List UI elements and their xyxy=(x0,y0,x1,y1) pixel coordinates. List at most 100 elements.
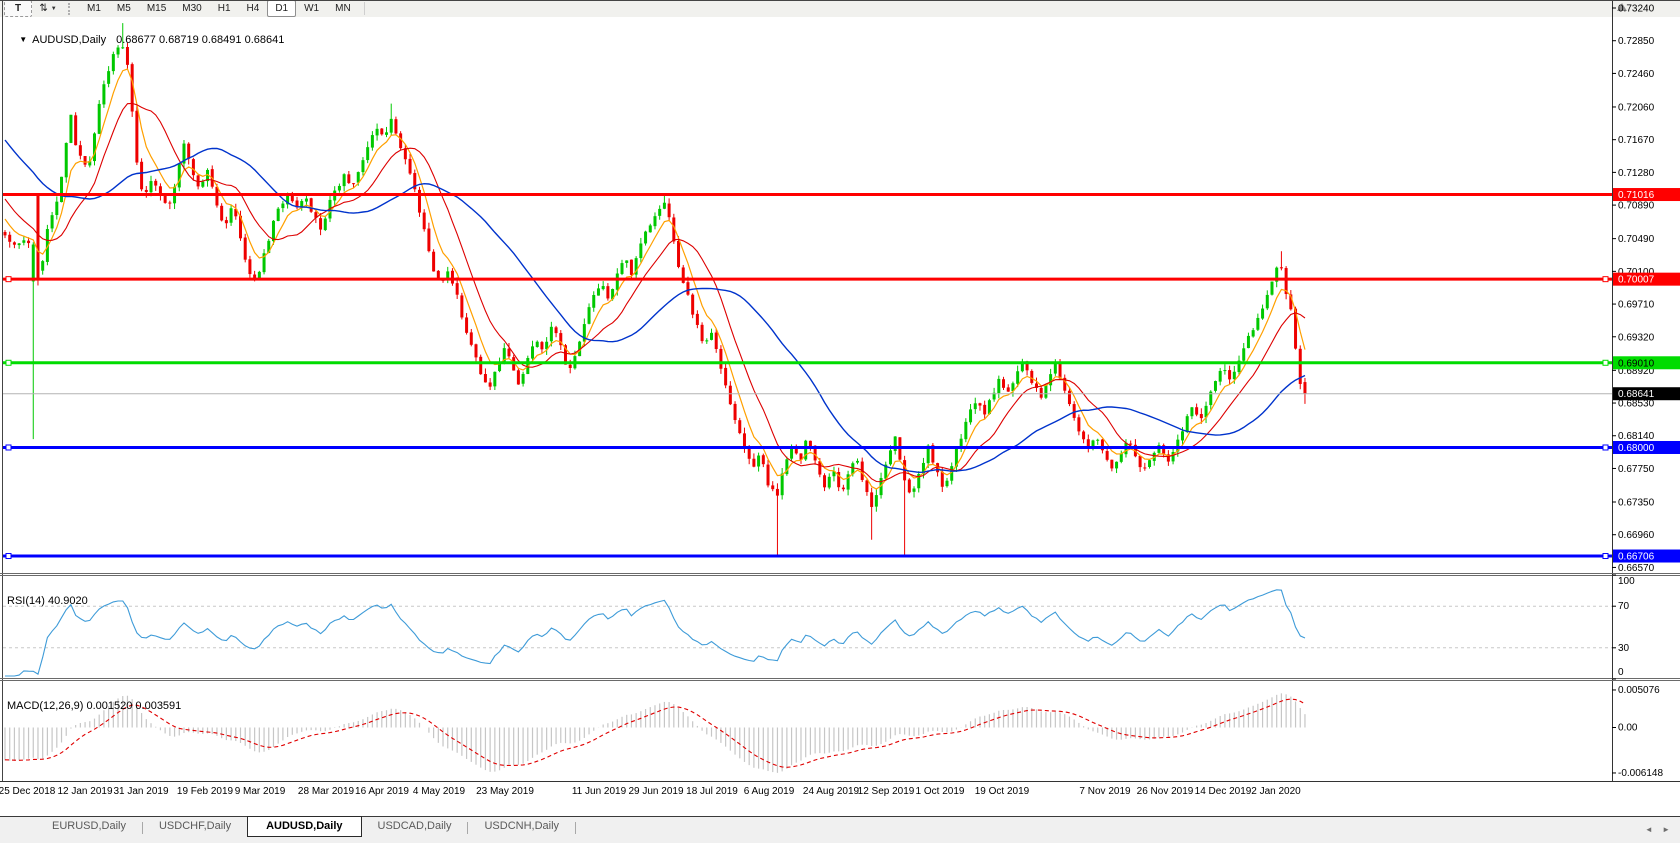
candle-body xyxy=(389,118,393,133)
tf-button-m30[interactable]: M30 xyxy=(182,3,202,14)
rsi-tick-label: 70 xyxy=(1618,601,1630,612)
tf-button-w1[interactable]: W1 xyxy=(304,3,320,14)
candle-body xyxy=(479,356,483,375)
rsi-tick-label: 100 xyxy=(1618,576,1635,587)
candle-body xyxy=(893,436,897,451)
date-label: 28 Mar 2019 xyxy=(298,786,355,797)
candle-body xyxy=(601,286,605,290)
candle-body xyxy=(615,273,619,290)
candle-body xyxy=(733,403,737,421)
candle-body xyxy=(97,103,101,134)
candle-body xyxy=(841,487,845,490)
candle-body xyxy=(592,295,596,308)
tab-audusd[interactable]: AUDUSD,Daily xyxy=(247,816,362,837)
candle-body xyxy=(502,348,506,364)
candle-body xyxy=(578,341,582,357)
hline-handle[interactable] xyxy=(5,444,12,451)
hline-price-tag-label: 0.71016 xyxy=(1618,190,1655,201)
date-label: 23 May 2019 xyxy=(476,786,534,797)
hline-handle[interactable] xyxy=(1602,444,1609,451)
candle-body xyxy=(286,193,290,205)
candle-body xyxy=(281,203,285,209)
candle-body xyxy=(1251,330,1255,337)
tab-eurusd[interactable]: EURUSD,Daily xyxy=(52,820,126,832)
hline-handle[interactable] xyxy=(1602,359,1609,366)
tf-button-m1[interactable]: M1 xyxy=(87,3,101,14)
macd-label: MACD(12,26,9) 0.001520 0.003591 xyxy=(7,700,182,712)
candle-body xyxy=(60,176,64,203)
candle-body xyxy=(705,340,709,342)
candle-body xyxy=(36,194,40,280)
cursor-arrows-icon: ⇅ xyxy=(39,3,48,14)
candle-body xyxy=(116,47,120,55)
hline-price-tag xyxy=(1613,549,1680,563)
symbol-collapse-icon[interactable]: ▼ xyxy=(19,35,28,44)
candle-body xyxy=(1204,405,1208,418)
candle-body xyxy=(559,333,563,346)
tf-button-h4[interactable]: H4 xyxy=(246,3,260,14)
hline-handle[interactable] xyxy=(1602,553,1609,560)
candle-body xyxy=(304,198,308,202)
candle-body xyxy=(728,385,732,405)
candle-body xyxy=(450,270,454,284)
candle-body xyxy=(1119,453,1123,462)
toolbar: T ⇅ ▼ M1 M5 M15 M30 H1 H4 D1 W1 MN xyxy=(0,0,1680,17)
candle-body xyxy=(243,237,247,260)
hline-price-tag xyxy=(1613,188,1680,202)
date-label: 16 Apr 2019 xyxy=(355,786,409,797)
candle-body xyxy=(493,371,497,387)
tab-scroll-right-icon[interactable]: ► xyxy=(1662,825,1670,834)
candle-body xyxy=(997,378,1001,394)
candle-body xyxy=(1270,281,1274,295)
rsi-line xyxy=(5,589,1306,677)
candle-body xyxy=(832,471,836,477)
candle-body xyxy=(1096,439,1100,441)
candle-body xyxy=(629,259,633,275)
timeframe-toolbar: M1 M5 M15 M30 H1 H4 D1 W1 MN xyxy=(79,0,359,17)
candle-body xyxy=(695,313,699,325)
candle-body xyxy=(154,180,158,186)
hline-handle[interactable] xyxy=(5,553,12,560)
candle-body xyxy=(253,274,257,280)
date-axis: 25 Dec 2018 12 Jan 2019 31 Jan 2019 19 Feb … xyxy=(0,786,1301,797)
chevron-down-icon: ▼ xyxy=(50,5,57,12)
hline-handle[interactable] xyxy=(1602,276,1609,283)
candle-body xyxy=(827,476,831,488)
date-label: 25 Dec 2018 xyxy=(0,786,56,797)
toolbar-gripper[interactable] xyxy=(68,2,73,15)
chart-frame xyxy=(0,0,1680,782)
tf-button-h1[interactable]: H1 xyxy=(217,3,231,14)
candle-body xyxy=(761,455,765,465)
tab-scroll-left-icon[interactable]: ◄ xyxy=(1644,825,1653,834)
candle-body xyxy=(540,342,544,350)
candle-body xyxy=(686,282,690,295)
candle-body xyxy=(469,332,473,345)
tab-usdchf[interactable]: USDCHF,Daily xyxy=(158,820,232,832)
candle-body xyxy=(516,370,520,385)
tab-usdcad[interactable]: USDCAD,Daily xyxy=(377,820,452,832)
hline-handle[interactable] xyxy=(5,276,12,283)
candle-body xyxy=(3,232,7,236)
rsi-label: RSI(14) 40.9020 xyxy=(7,595,88,607)
tf-button-m5[interactable]: M5 xyxy=(116,3,131,14)
candle-body xyxy=(276,208,280,221)
date-label: 2 Jan 2020 xyxy=(1251,786,1301,797)
candle-body xyxy=(719,348,723,369)
hline-price-tag-label: 0.69010 xyxy=(1618,358,1655,369)
candle-body xyxy=(940,471,944,487)
hline-handle[interactable] xyxy=(5,359,12,366)
tab-usdcnh[interactable]: USDCNH,Daily xyxy=(484,820,560,832)
cursor-mode-button[interactable]: ⇅ ▼ xyxy=(34,0,62,17)
candle-body xyxy=(907,479,911,493)
candle-body xyxy=(130,64,134,112)
candle-body xyxy=(337,185,341,191)
tf-button-m15[interactable]: M15 xyxy=(146,3,167,14)
candle-body xyxy=(144,189,148,192)
candle-body xyxy=(1129,443,1133,445)
date-label: 14 Dec 2019 xyxy=(1195,786,1252,797)
candle-body xyxy=(790,445,794,459)
candle-body xyxy=(596,288,600,296)
chart-canvas[interactable]: 0.73240 0.72850 0.72460 0.72060 0.71670 0.712… xyxy=(0,0,1680,799)
tf-button-mn[interactable]: MN xyxy=(335,3,351,14)
candle-body xyxy=(290,193,294,202)
